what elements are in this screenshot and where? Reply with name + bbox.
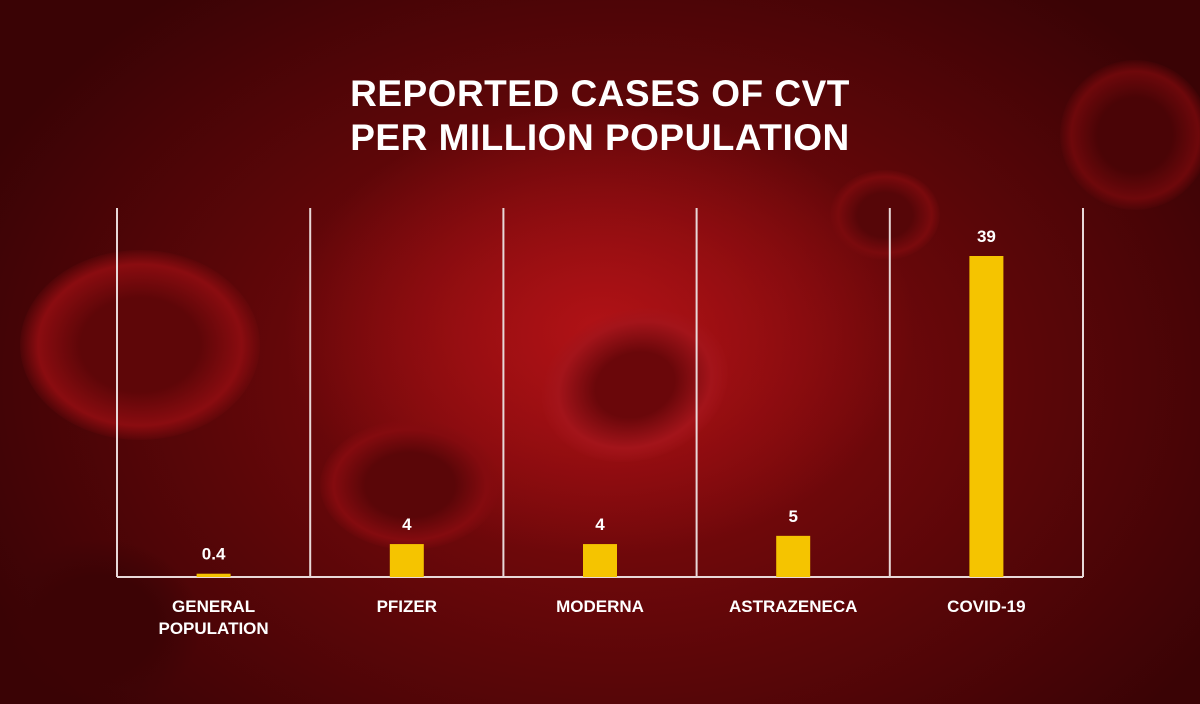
category-label: COVID-19 (947, 597, 1026, 616)
bar-value-label: 39 (977, 227, 996, 246)
bar (196, 573, 231, 577)
blood-cell-decoration (20, 250, 260, 440)
blood-cell-decoration (320, 420, 500, 550)
blood-cell-decoration (830, 170, 940, 260)
bar (969, 256, 1004, 577)
bar-value-label: 4 (402, 515, 412, 534)
bar (583, 544, 617, 577)
category-label: MODERNA (556, 597, 644, 616)
bar-value-label: 0.4 (202, 545, 226, 564)
blood-cell-decoration (1060, 60, 1200, 210)
bar-value-label: 4 (595, 515, 605, 534)
blood-cell-decoration (0, 540, 200, 704)
bar (389, 544, 424, 577)
bar (776, 535, 811, 577)
bar-value-label: 5 (788, 507, 797, 526)
category-label: PFIZER (376, 597, 438, 616)
category-label: ASTRAZENECA (728, 597, 858, 616)
chart-title-line-2: PER MILLION POPULATION (350, 117, 850, 158)
chart-title-line-1: REPORTED CASES OF CVT (350, 73, 850, 114)
category-label: GENERAL POPULATION (158, 597, 269, 638)
